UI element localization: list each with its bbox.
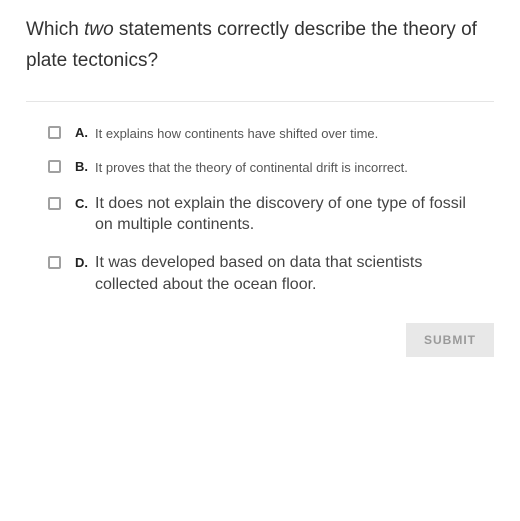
option-letter: C. xyxy=(75,196,89,211)
option-a[interactable]: A. It explains how continents have shift… xyxy=(48,124,484,143)
submit-row: SUBMIT xyxy=(26,323,494,357)
question-prefix: Which xyxy=(26,19,84,40)
option-letter: B. xyxy=(75,159,89,174)
checkbox-c[interactable] xyxy=(48,197,61,210)
option-d[interactable]: D. It was developed based on data that s… xyxy=(48,252,484,295)
option-c[interactable]: C. It does not explain the discovery of … xyxy=(48,193,484,236)
checkbox-a[interactable] xyxy=(48,126,61,139)
option-letter: D. xyxy=(75,255,89,270)
option-text: It explains how continents have shifted … xyxy=(95,125,378,143)
option-b[interactable]: B. It proves that the theory of continen… xyxy=(48,158,484,177)
option-text: It was developed based on data that scie… xyxy=(95,252,484,295)
question-text: Which two statements correctly describe … xyxy=(26,14,494,77)
option-text: It does not explain the discovery of one… xyxy=(95,193,484,236)
checkbox-b[interactable] xyxy=(48,160,61,173)
option-text: It proves that the theory of continental… xyxy=(95,159,408,177)
submit-button[interactable]: SUBMIT xyxy=(406,323,494,357)
checkbox-d[interactable] xyxy=(48,256,61,269)
option-letter: A. xyxy=(75,125,89,140)
options-list: A. It explains how continents have shift… xyxy=(26,124,494,295)
question-emphasis: two xyxy=(84,19,114,40)
divider xyxy=(26,101,494,102)
